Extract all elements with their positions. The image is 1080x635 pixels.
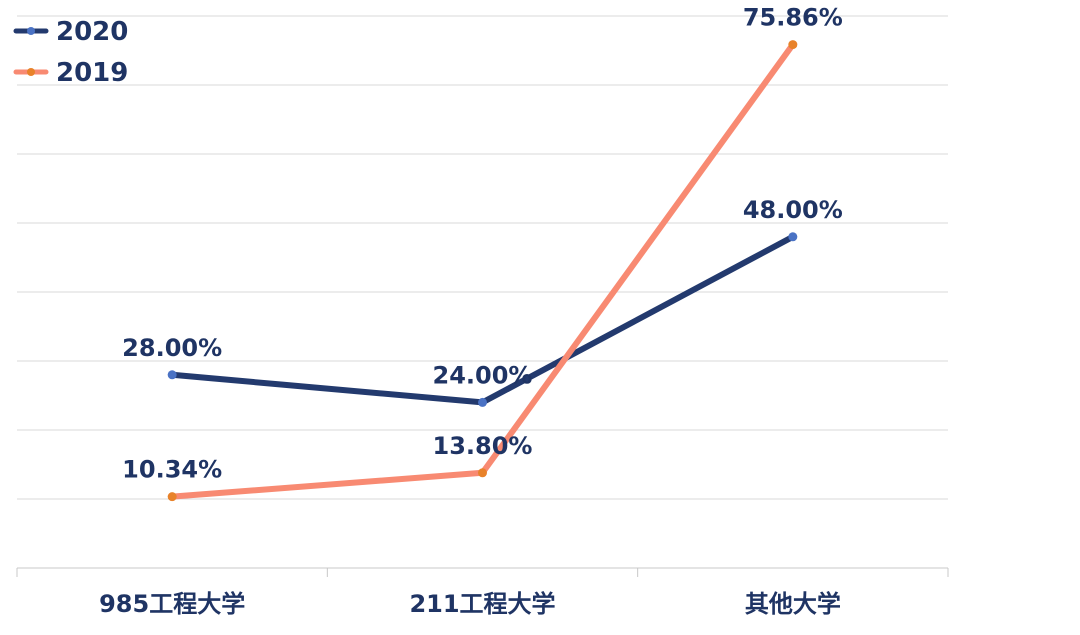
gridlines: [17, 15, 948, 500]
data-label-2020: 24.00%: [433, 361, 533, 389]
data-point-2020: [788, 232, 798, 242]
data-point-2020: [478, 397, 487, 407]
data-point-2019: [478, 468, 487, 478]
data-point-2019: [167, 492, 177, 502]
x-tick-label: 其他大学: [745, 590, 841, 618]
data-label-2019: 10.34%: [122, 456, 222, 484]
legend-label-2019: 2019: [56, 58, 128, 88]
legend-label-2020: 2020: [56, 17, 128, 47]
data-label-2019: 13.80%: [433, 432, 533, 460]
legend: 2020 2019: [13, 17, 128, 88]
data-label-2020: 48.00%: [743, 196, 843, 224]
series-lines: [167, 40, 798, 502]
data-label-2020: 28.00%: [122, 334, 222, 362]
data-labels: 28.00% 24.00% 48.00% 10.34% 13.80% 75.86%: [122, 4, 843, 484]
data-point-2019: [788, 40, 798, 50]
x-tick-label: 211工程大学: [409, 590, 555, 618]
legend-marker-2019: [27, 68, 35, 76]
series-line-2019: [169, 41, 796, 500]
x-axis: 985工程大学 211工程大学 其他大学: [16, 567, 949, 618]
legend-marker-2020: [27, 27, 35, 35]
x-tick-label: 985工程大学: [99, 590, 245, 618]
data-label-2019: 75.86%: [743, 4, 843, 32]
data-point-2020: [167, 370, 177, 380]
